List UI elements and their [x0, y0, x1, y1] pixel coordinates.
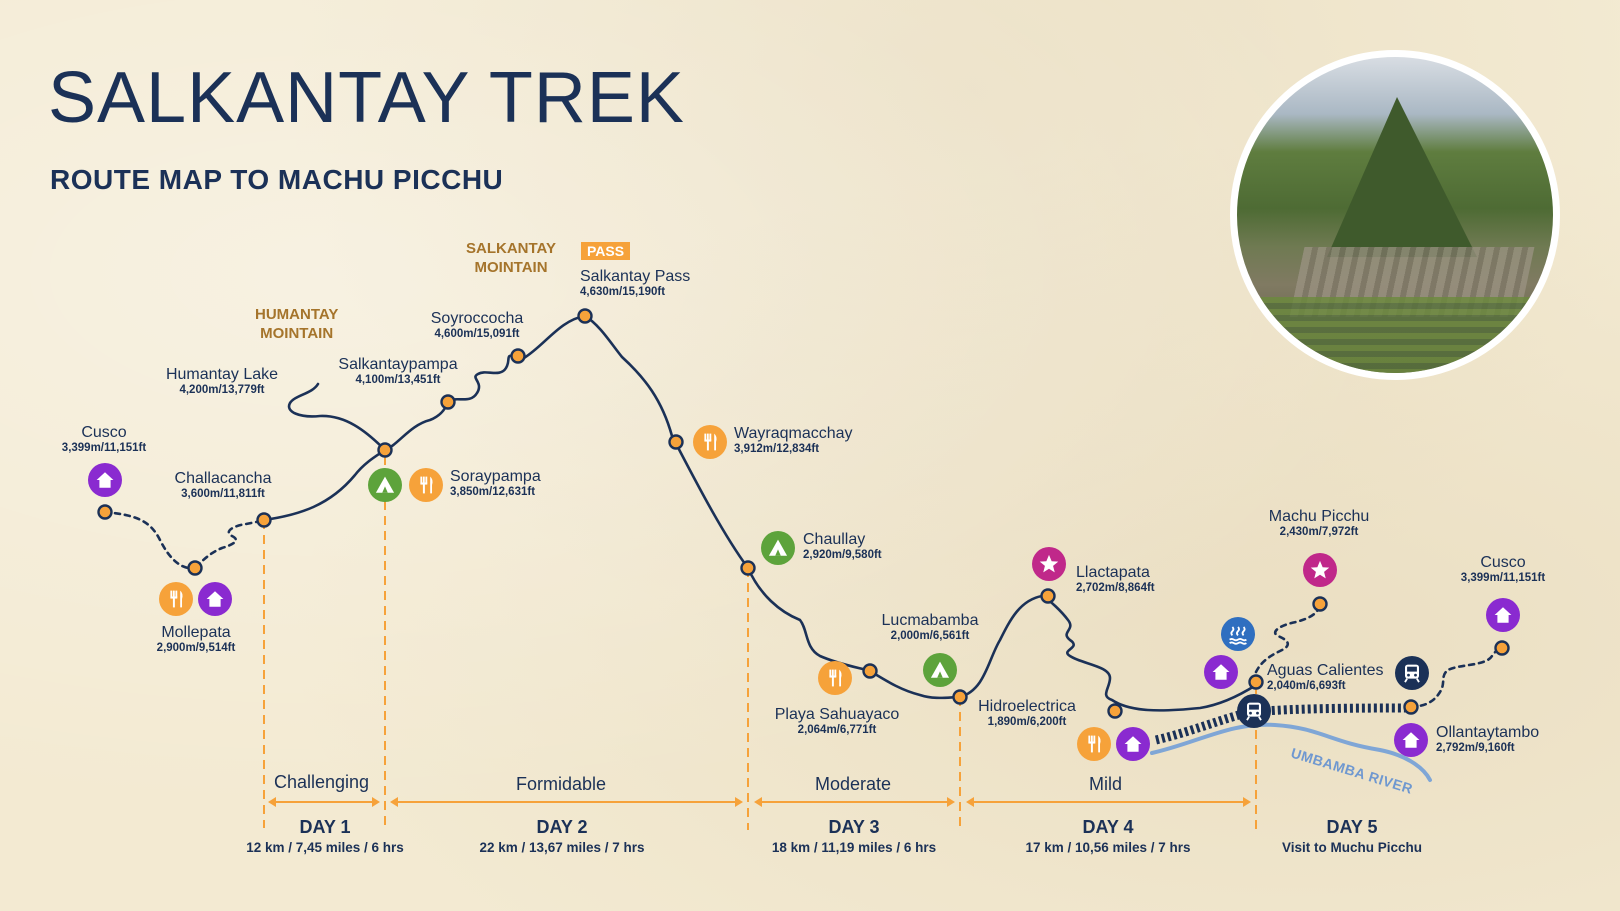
- day1-label: DAY 1: [299, 817, 351, 837]
- house-icon: [1116, 727, 1150, 761]
- place-wayraqmacchay: Wayraqmacchay 3,912m/12,834ft: [734, 425, 853, 456]
- salkantay-mountain-label: SALKANTAY MOINTAIN: [466, 240, 557, 276]
- day-dividers: [263, 456, 1257, 830]
- tent-icon: [761, 531, 795, 565]
- difficulty-day3: Moderate: [815, 774, 892, 794]
- river-line: [1150, 722, 1432, 782]
- page-subtitle: ROUTE MAP TO MACHU PICCHU: [50, 164, 504, 195]
- day3-info: 18 km / 11,19 miles / 6 hrs: [771, 840, 937, 855]
- place-playa-sahuayaco: Playa Sahuayaco 2,064m/6,771ft: [774, 706, 900, 737]
- trek-route-line: [262, 314, 1258, 712]
- page-title: SALKANTAY TREK: [48, 58, 685, 138]
- fork-knife-icon: [1077, 727, 1111, 761]
- difficulty-day4: Mild: [1089, 774, 1123, 794]
- fork-knife-icon: [409, 468, 443, 502]
- place-humantay-lake: Humantay Lake 4,200m/13,779ft: [165, 366, 279, 397]
- day3-label: DAY 3: [828, 817, 880, 837]
- place-ollantaytambo: Ollantaytambo 2,792m/9,160ft: [1436, 724, 1540, 755]
- fork-knife-icon: [159, 582, 193, 616]
- humantay-lake-spur: [287, 382, 387, 452]
- place-soraypampa: Soraypampa 3,850m/12,631ft: [450, 468, 541, 499]
- day5-label: DAY 5: [1326, 817, 1378, 837]
- place-soyroccocha: Soyroccocha 4,600m/15,091ft: [430, 310, 524, 341]
- fork-knife-icon: [693, 425, 727, 459]
- machu-picchu-photo: [1230, 50, 1560, 380]
- star-icon: [1303, 553, 1337, 587]
- difficulty-arrows: [268, 797, 1251, 807]
- tent-icon: [368, 468, 402, 502]
- star-icon: [1032, 547, 1066, 581]
- difficulty-day1: Challenging: [274, 772, 370, 792]
- fork-knife-icon: [818, 661, 852, 695]
- pass-badge: PASS: [581, 242, 631, 260]
- waypoints: [97, 308, 1510, 719]
- place-mollepata: Mollepata 2,900m/9,514ft: [156, 624, 236, 655]
- place-aguas-calientes: Aguas Calientes 2,040m/6,693ft: [1267, 662, 1384, 693]
- place-salkantaypampa: Salkantaypampa 4,100m/13,451ft: [338, 356, 458, 387]
- place-chaullay: Chaullay 2,920m/9,580ft: [803, 531, 882, 562]
- house-icon: [1204, 655, 1238, 689]
- day2-info: 22 km / 13,67 miles / 7 hrs: [479, 840, 645, 855]
- house-icon: [1486, 598, 1520, 632]
- tent-icon: [923, 653, 957, 687]
- house-icon: [198, 582, 232, 616]
- place-machu-picchu: Machu Picchu 2,430m/7,972ft: [1268, 508, 1370, 539]
- house-icon: [88, 463, 122, 497]
- place-llactapata: Llactapata 2,702m/8,864ft: [1076, 564, 1155, 595]
- day5-info: Visit to Muchu Picchu: [1281, 840, 1423, 855]
- place-cusco-start: Cusco 3,399m/11,151ft: [61, 424, 147, 455]
- place-lucmabamba: Lucmabamba 2,000m/6,561ft: [881, 612, 979, 643]
- place-challacancha: Challacancha 3,600m/11,811ft: [174, 470, 272, 501]
- day1-info: 12 km / 7,45 miles / 6 hrs: [246, 840, 404, 855]
- day2-label: DAY 2: [536, 817, 588, 837]
- place-salkantay-pass: Salkantay Pass 4,630m/15,190ft: [580, 268, 691, 299]
- difficulty-day2: Formidable: [516, 774, 607, 794]
- place-cusco-end: Cusco 3,399m/11,151ft: [1460, 554, 1546, 585]
- day4-label: DAY 4: [1082, 817, 1134, 837]
- train-icon: [1237, 694, 1271, 728]
- train-icon: [1395, 656, 1429, 690]
- hot-springs-icon: [1221, 617, 1255, 651]
- day4-info: 17 km / 10,56 miles / 7 hrs: [1025, 840, 1191, 855]
- house-icon: [1394, 723, 1428, 757]
- humantay-mountain-label: HUMANTAY MOINTAIN: [255, 306, 339, 342]
- place-hidroelectrica: Hidroelectrica 1,890m/6,200ft: [978, 698, 1076, 729]
